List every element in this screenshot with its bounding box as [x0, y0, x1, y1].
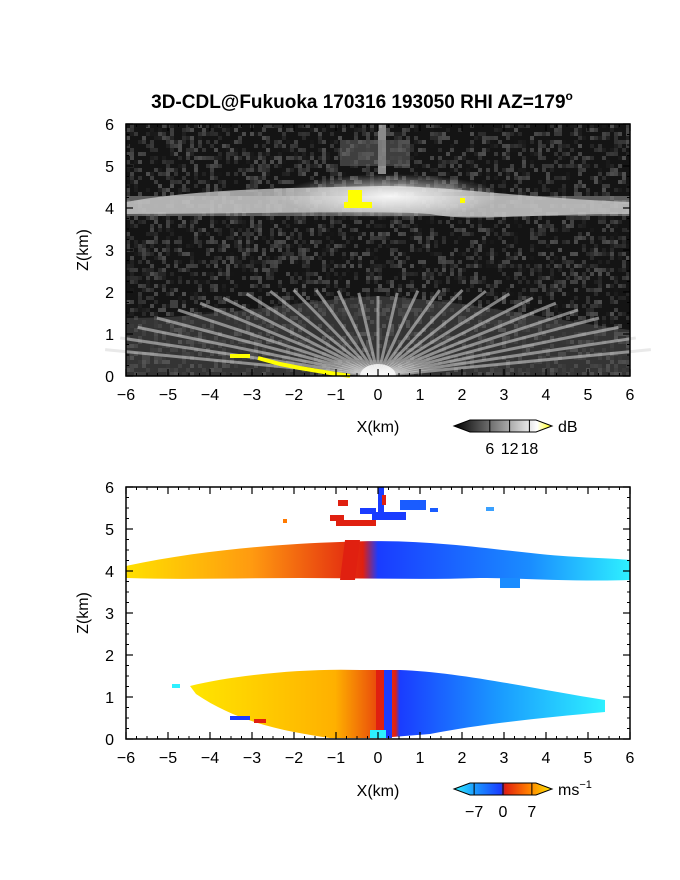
velocity-xtick-label: 5: [584, 750, 593, 767]
intensity-cloud-layer: [126, 124, 630, 218]
velocity-colorbar-tick: −7: [465, 804, 483, 821]
intensity-xtick-label: 5: [584, 387, 593, 404]
intensity-colorbar-tick: 6: [485, 441, 494, 458]
intensity-colorbar-tick: 18: [521, 441, 539, 458]
velocity-xtick-label: 1: [416, 750, 425, 767]
intensity-colorbar: dB 6 12 18: [452, 419, 578, 458]
velocity-ytick-label: 5: [105, 522, 114, 539]
velocity-ytick-label: 2: [105, 648, 114, 665]
velocity-ytick-label: 0: [105, 732, 114, 749]
velocity-xtick-label: 4: [542, 750, 551, 767]
intensity-ylabel: Z(km): [75, 229, 92, 271]
intensity-xtick-label: −6: [117, 387, 135, 404]
velocity-xtick-label: −2: [285, 750, 303, 767]
velocity-ytick-label: 6: [105, 480, 114, 497]
velocity-xtick-label: −6: [117, 750, 135, 767]
intensity-colorbar-tick: 12: [501, 441, 519, 458]
intensity-ytick-label: 0: [105, 369, 114, 386]
intensity-colorbar-unit: dB: [558, 419, 578, 436]
intensity-ytick-label: 1: [105, 327, 114, 344]
intensity-ytick-label: 2: [105, 285, 114, 302]
intensity-xtick-label: −3: [243, 387, 261, 404]
intensity-xtick-label: −4: [201, 387, 219, 404]
intensity-xtick-label: 0: [374, 387, 383, 404]
intensity-xtick-label: 2: [458, 387, 467, 404]
velocity-panel: −6 −5 −4 −3 −2 −1 0 1 2 3 4 5 6 0 1 2 3 4 5 6 X(km) Z(km) m…: [75, 480, 635, 821]
intensity-ytick-label: 4: [105, 201, 114, 218]
velocity-xtick-label: 0: [374, 750, 383, 767]
velocity-xtick-label: 3: [500, 750, 509, 767]
intensity-xtick-label: −2: [285, 387, 303, 404]
intensity-xtick-label: 3: [500, 387, 509, 404]
velocity-ytick-label: 1: [105, 690, 114, 707]
intensity-axes: −6 −5 −4 −3 −2 −1 0 1 2 3 4 5 6 0 1 2 3 4 5 6: [105, 117, 634, 404]
velocity-xlabel: X(km): [357, 783, 400, 800]
velocity-xtick-label: −5: [159, 750, 177, 767]
intensity-xtick-label: 1: [416, 387, 425, 404]
velocity-cloud-layer: [126, 540, 630, 588]
velocity-axes: −6 −5 −4 −3 −2 −1 0 1 2 3 4 5 6 0 1 2 3 4 5 6: [105, 480, 634, 767]
velocity-ytick-label: 4: [105, 564, 114, 581]
intensity-xtick-label: 6: [626, 387, 635, 404]
chart-title: 3D-CDL@Fukuoka 170316 193050 RHI AZ=179o: [151, 89, 573, 113]
velocity-colorbar: ms−1 −7 0 7: [452, 779, 592, 821]
velocity-ytick-label: 3: [105, 606, 114, 623]
intensity-ytick-label: 3: [105, 243, 114, 260]
velocity-upper-echoes: [283, 487, 494, 526]
velocity-xtick-label: 2: [458, 750, 467, 767]
velocity-colorbar-unit: ms−1: [558, 779, 592, 799]
intensity-ytick-label: 5: [105, 159, 114, 176]
velocity-xtick-label: −1: [327, 750, 345, 767]
velocity-xtick-label: −4: [201, 750, 219, 767]
intensity-xtick-label: 4: [542, 387, 551, 404]
velocity-xtick-label: −3: [243, 750, 261, 767]
velocity-colorbar-tick: 7: [527, 804, 536, 821]
intensity-xtick-label: −5: [159, 387, 177, 404]
velocity-xtick-label: 6: [626, 750, 635, 767]
intensity-surface-markers: [230, 354, 351, 378]
velocity-ylabel: Z(km): [75, 592, 92, 634]
intensity-xtick-label: −1: [327, 387, 345, 404]
intensity-ytick-label: 6: [105, 117, 114, 134]
intensity-boundary-layer: [104, 288, 652, 388]
velocity-colorbar-tick: 0: [499, 804, 508, 821]
intensity-xlabel: X(km): [357, 419, 400, 436]
